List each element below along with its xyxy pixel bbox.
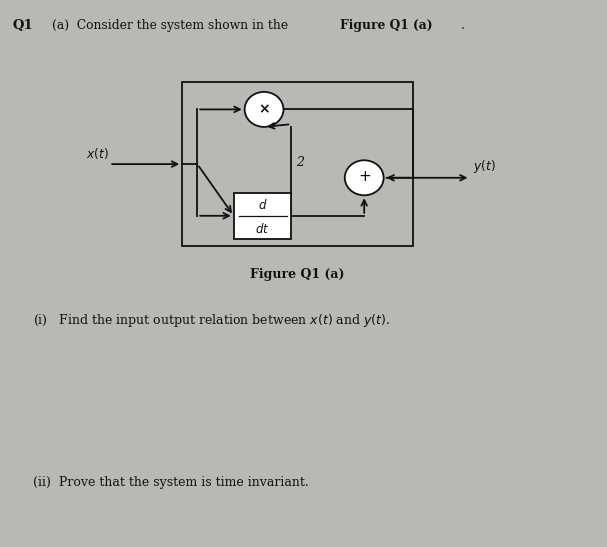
Text: .: . — [461, 19, 465, 32]
Text: (a)  Consider the system shown in the: (a) Consider the system shown in the — [52, 19, 291, 32]
Bar — [234, 193, 291, 239]
Text: 2: 2 — [296, 156, 304, 169]
Bar — [182, 82, 413, 246]
Circle shape — [345, 160, 384, 195]
Text: $dt$: $dt$ — [256, 222, 270, 236]
Text: Figure Q1 (a): Figure Q1 (a) — [340, 19, 432, 32]
Text: Q1: Q1 — [12, 19, 33, 32]
Text: $x(t)$: $x(t)$ — [86, 147, 109, 161]
Text: (i)   Find the input output relation between $x(t)$ and $y(t)$.: (i) Find the input output relation betwe… — [33, 312, 390, 329]
Circle shape — [245, 92, 283, 127]
Text: Figure Q1 (a): Figure Q1 (a) — [250, 268, 345, 281]
Text: $d$: $d$ — [258, 198, 267, 212]
Text: $+$: $+$ — [358, 169, 371, 184]
Text: $\mathbf{\times}$: $\mathbf{\times}$ — [258, 102, 270, 117]
Text: $y(t)$: $y(t)$ — [473, 158, 497, 175]
Text: (ii)  Prove that the system is time invariant.: (ii) Prove that the system is time invar… — [33, 476, 309, 489]
